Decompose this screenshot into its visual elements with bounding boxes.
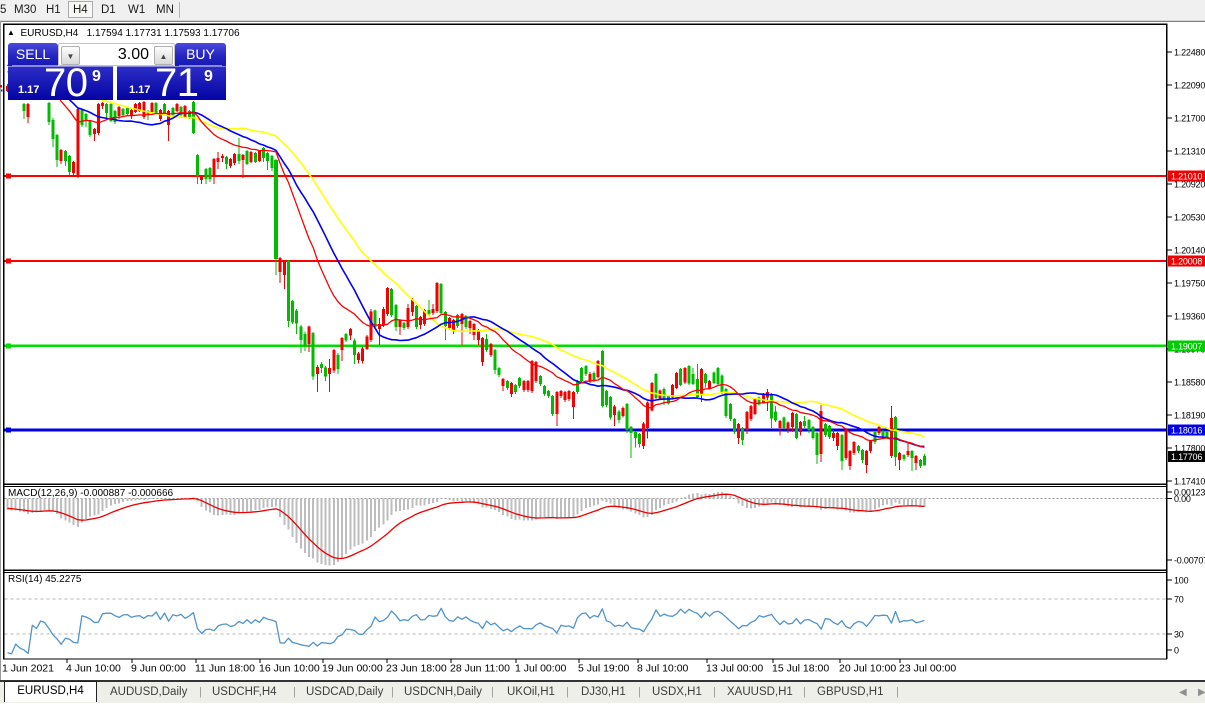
- svg-text:1.20920: 1.20920: [1174, 180, 1205, 190]
- svg-text:4 Jun 10:00: 4 Jun 10:00: [66, 663, 121, 675]
- svg-text:1.18580: 1.18580: [1174, 378, 1205, 388]
- svg-text:1.22090: 1.22090: [1174, 81, 1205, 91]
- svg-text:-0.00707: -0.00707: [1174, 556, 1205, 566]
- svg-text:RSI(14) 45.2275: RSI(14) 45.2275: [8, 574, 82, 585]
- svg-text:1.19360: 1.19360: [1174, 312, 1205, 322]
- svg-text:1.18190: 1.18190: [1174, 411, 1205, 421]
- svg-text:15 Jul 18:00: 15 Jul 18:00: [772, 663, 829, 675]
- svg-text:MACD(12,26,9) -0.000887 -0.000: MACD(12,26,9) -0.000887 -0.000666: [8, 488, 174, 499]
- svg-text:28 Jun 11:00: 28 Jun 11:00: [450, 663, 510, 675]
- svg-text:1 Jul 00:00: 1 Jul 00:00: [515, 663, 567, 675]
- svg-text:30: 30: [1174, 630, 1184, 640]
- svg-text:23 Jul 00:00: 23 Jul 00:00: [899, 663, 956, 675]
- svg-text:16 Jun 10:00: 16 Jun 10:00: [259, 663, 320, 675]
- svg-text:5 Jul 19:00: 5 Jul 19:00: [578, 663, 630, 675]
- svg-text:1.20008: 1.20008: [1171, 257, 1202, 267]
- svg-text:1 Jun 2021: 1 Jun 2021: [2, 663, 54, 675]
- svg-text:1.19750: 1.19750: [1174, 279, 1205, 289]
- svg-text:1.20140: 1.20140: [1174, 246, 1205, 256]
- svg-text:11 Jun 18:00: 11 Jun 18:00: [195, 663, 255, 675]
- svg-text:19 Jun 00:00: 19 Jun 00:00: [322, 663, 383, 675]
- svg-text:1.22480: 1.22480: [1174, 48, 1205, 58]
- svg-text:1.17706: 1.17706: [1171, 452, 1202, 462]
- svg-text:9 Jun 00:00: 9 Jun 00:00: [131, 663, 186, 675]
- svg-text:1.17800: 1.17800: [1174, 444, 1205, 454]
- svg-text:1.21700: 1.21700: [1174, 114, 1205, 124]
- svg-text:1.17410: 1.17410: [1174, 477, 1205, 487]
- svg-text:0.00: 0.00: [1174, 494, 1191, 504]
- svg-text:0: 0: [1174, 646, 1179, 656]
- svg-text:8 Jul 10:00: 8 Jul 10:00: [637, 663, 689, 675]
- svg-text:23 Jun 18:00: 23 Jun 18:00: [386, 663, 447, 675]
- svg-text:100: 100: [1174, 576, 1189, 586]
- svg-text:20 Jul 10:00: 20 Jul 10:00: [839, 663, 896, 675]
- svg-text:70: 70: [1174, 595, 1184, 605]
- svg-text:1.18016: 1.18016: [1171, 425, 1202, 435]
- svg-text:1.20530: 1.20530: [1174, 213, 1205, 223]
- svg-text:1.19007: 1.19007: [1171, 341, 1202, 351]
- svg-text:13 Jul 00:00: 13 Jul 00:00: [706, 663, 763, 675]
- svg-text:0.001232: 0.001232: [1174, 488, 1205, 498]
- svg-text:1.21010: 1.21010: [1171, 172, 1202, 182]
- svg-text:1.21310: 1.21310: [1174, 147, 1205, 157]
